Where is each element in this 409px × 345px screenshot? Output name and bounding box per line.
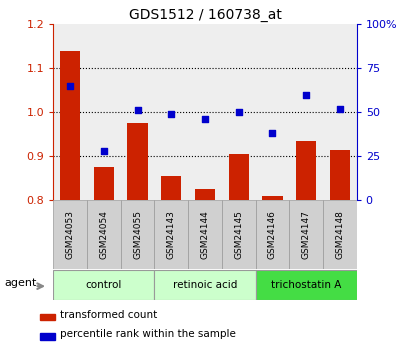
Text: percentile rank within the sample: percentile rank within the sample [60, 329, 236, 339]
Bar [228, 154, 248, 200]
Bar [40, 314, 55, 320]
Bar [127, 123, 147, 200]
Text: GSM24148: GSM24148 [335, 210, 344, 259]
Text: GSM24053: GSM24053 [65, 210, 74, 259]
Bar [94, 167, 114, 200]
FancyBboxPatch shape [53, 200, 87, 269]
Title: GDS1512 / 160738_at: GDS1512 / 160738_at [128, 8, 281, 22]
Text: agent: agent [4, 278, 36, 288]
Point [201, 116, 208, 122]
FancyBboxPatch shape [289, 200, 322, 269]
Point [268, 130, 275, 136]
Text: GSM24146: GSM24146 [267, 210, 276, 259]
Bar [154, 24, 188, 200]
Point [134, 108, 141, 113]
FancyBboxPatch shape [154, 200, 188, 269]
Bar [60, 51, 80, 200]
Text: trichostatin A: trichostatin A [270, 280, 340, 289]
Text: transformed count: transformed count [60, 309, 157, 319]
Bar [262, 196, 282, 200]
Point [100, 148, 107, 154]
FancyBboxPatch shape [255, 200, 289, 269]
FancyBboxPatch shape [221, 200, 255, 269]
Bar [161, 176, 181, 200]
Text: GSM24055: GSM24055 [133, 210, 142, 259]
Bar [120, 24, 154, 200]
Point [168, 111, 174, 117]
Bar [221, 24, 255, 200]
Bar [329, 149, 349, 200]
Bar [255, 24, 289, 200]
Text: GSM24145: GSM24145 [234, 210, 243, 259]
Text: GSM24143: GSM24143 [166, 210, 175, 259]
FancyBboxPatch shape [154, 270, 255, 299]
FancyBboxPatch shape [53, 270, 154, 299]
Bar [194, 189, 215, 200]
Bar [295, 141, 315, 200]
Text: GSM24147: GSM24147 [301, 210, 310, 259]
FancyBboxPatch shape [120, 200, 154, 269]
Text: retinoic acid: retinoic acid [172, 280, 237, 289]
FancyBboxPatch shape [87, 200, 120, 269]
Text: GSM24054: GSM24054 [99, 210, 108, 259]
Bar [53, 24, 87, 200]
Bar [188, 24, 221, 200]
FancyBboxPatch shape [255, 270, 356, 299]
Bar [322, 24, 356, 200]
FancyBboxPatch shape [188, 200, 221, 269]
Text: GSM24144: GSM24144 [200, 210, 209, 259]
Bar [87, 24, 120, 200]
Bar [289, 24, 322, 200]
Point [302, 92, 309, 97]
FancyBboxPatch shape [322, 200, 356, 269]
Text: control: control [85, 280, 122, 289]
Point [336, 106, 342, 111]
Point [67, 83, 73, 89]
Bar [40, 333, 55, 339]
Point [235, 109, 241, 115]
